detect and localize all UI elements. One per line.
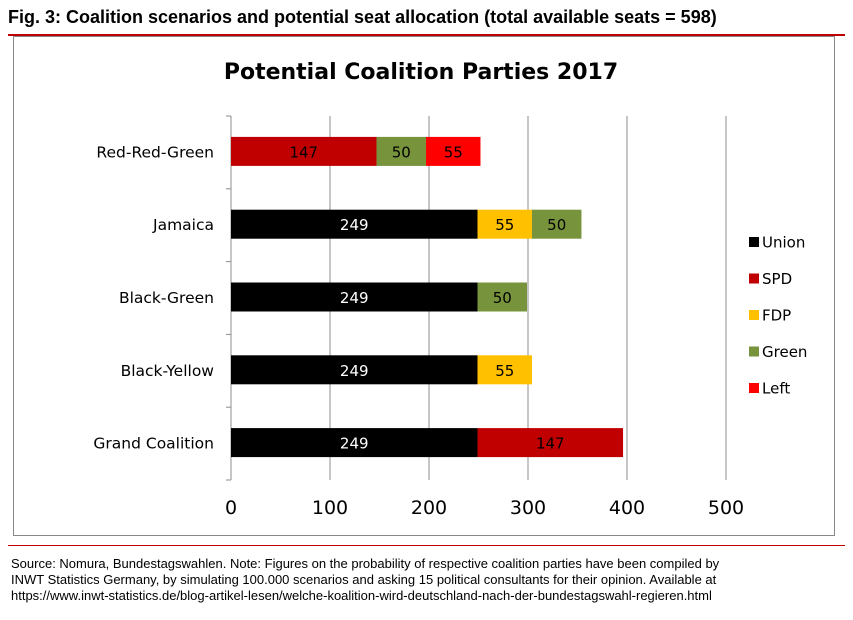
source-line-1: Source: Nomura, Bundestagswahlen. Note: … xyxy=(11,556,720,571)
legend-label-spd: SPD xyxy=(762,270,792,288)
legend-swatch-spd xyxy=(749,273,759,284)
data-label-grand-coalition-spd: 147 xyxy=(536,435,565,453)
data-label-black-green-green: 50 xyxy=(493,289,512,307)
figure-title: Fig. 3: Coalition scenarios and potentia… xyxy=(8,7,717,27)
legend-swatch-fdp xyxy=(749,310,759,320)
x-tick-label-200: 200 xyxy=(411,497,447,519)
bar-jamaica-fdp xyxy=(477,209,532,239)
bar-red-red-green-green xyxy=(376,136,427,166)
x-tick-label-400: 400 xyxy=(609,497,645,519)
x-tick-label-0: 0 xyxy=(225,497,237,519)
data-label-red-red-green-spd: 147 xyxy=(289,143,318,161)
bar-grand-coalition-spd xyxy=(477,428,624,458)
bar-grand-coalition-union xyxy=(231,428,478,458)
legend-label-left: Left xyxy=(762,380,790,398)
bar-black-yellow-fdp xyxy=(477,355,532,385)
chart-title: Potential Coalition Parties 2017 xyxy=(224,60,618,85)
title-divider xyxy=(8,34,845,36)
data-label-jamaica-fdp: 55 xyxy=(495,216,514,234)
bar-red-red-green-spd xyxy=(231,136,377,166)
category-label-jamaica: Jamaica xyxy=(152,216,214,234)
source-line-3: https://www.inwt-statistics.de/blog-arti… xyxy=(11,588,712,603)
bar-jamaica-green xyxy=(531,209,582,239)
source-divider xyxy=(8,545,845,546)
category-label-red-red-green: Red-Red-Green xyxy=(96,143,214,161)
legend-label-green: Green xyxy=(762,343,807,361)
bar-black-green-green xyxy=(477,282,528,312)
bar-black-yellow-union xyxy=(231,355,478,385)
data-label-black-green-union: 249 xyxy=(340,289,369,307)
x-tick-label-100: 100 xyxy=(312,497,348,519)
legend-label-union: Union xyxy=(762,234,805,252)
data-label-black-yellow-union: 249 xyxy=(340,362,369,380)
data-label-jamaica-union: 249 xyxy=(340,216,369,234)
legend-label-fdp: FDP xyxy=(762,307,791,325)
data-label-jamaica-green: 50 xyxy=(547,216,566,234)
legend-swatch-union xyxy=(749,237,759,247)
bar-black-green-union xyxy=(231,282,478,312)
data-label-red-red-green-left: 55 xyxy=(444,143,463,161)
source-note: Source: Nomura, Bundestagswahlen. Note: … xyxy=(11,556,841,604)
x-tick-label-500: 500 xyxy=(708,497,744,519)
x-tick-label-300: 300 xyxy=(510,497,546,519)
data-label-red-red-green-green: 50 xyxy=(392,143,411,161)
data-label-grand-coalition-union: 249 xyxy=(340,435,369,453)
category-label-grand-coalition: Grand Coalition xyxy=(93,435,214,453)
source-line-2: INWT Statistics Germany, by simulating 1… xyxy=(11,572,717,587)
data-label-black-yellow-fdp: 55 xyxy=(495,362,514,380)
legend-swatch-green xyxy=(749,346,759,357)
bar-jamaica-union xyxy=(231,209,478,239)
bar-red-red-green-left xyxy=(426,136,481,166)
category-label-black-green: Black-Green xyxy=(119,289,214,307)
category-label-black-yellow: Black-Yellow xyxy=(121,362,215,380)
legend-swatch-left xyxy=(749,383,759,393)
coalition-bar-chart: Potential Coalition Parties 2017 0 100 200 3… xyxy=(93,60,807,519)
